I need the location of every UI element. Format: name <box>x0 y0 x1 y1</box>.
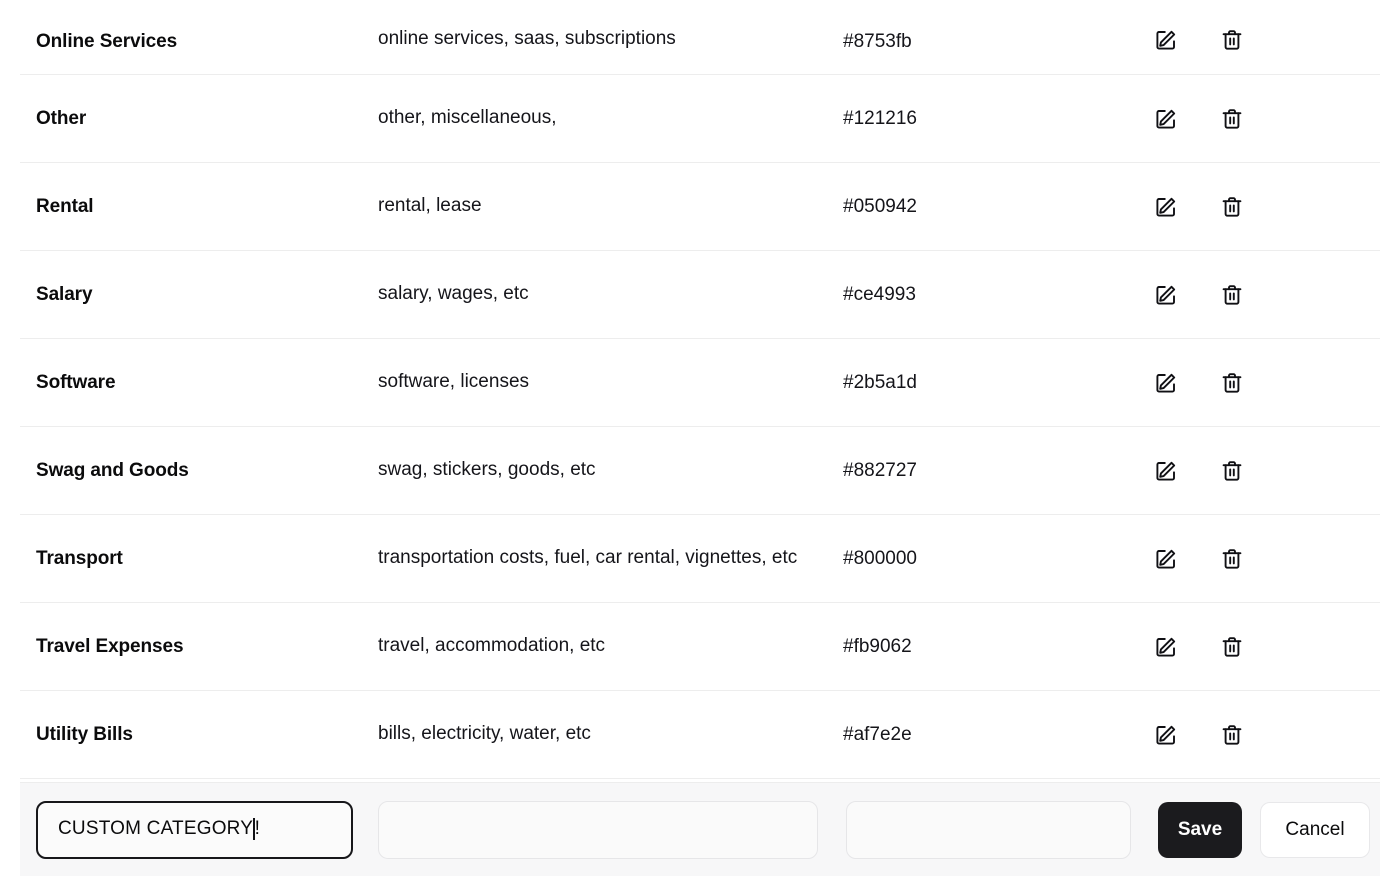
table-row: Travel Expenses travel, accommodation, et… <box>20 603 1380 691</box>
edit-icon[interactable] <box>1153 27 1179 53</box>
table-row: Transport transportation costs, fuel, car… <box>20 515 1380 603</box>
category-keywords-cell: online services, saas, subscriptions <box>378 28 676 50</box>
row-actions <box>1153 458 1380 484</box>
category-keywords-cell: transportation costs, fuel, car rental, … <box>378 547 798 569</box>
edit-icon[interactable] <box>1153 282 1179 308</box>
trash-icon[interactable] <box>1219 370 1245 396</box>
table-row: Other other, miscellaneous, #121216 <box>20 75 1380 163</box>
category-name-cell: Utility Bills <box>36 723 133 745</box>
trash-icon[interactable] <box>1219 106 1245 132</box>
trash-icon[interactable] <box>1219 282 1245 308</box>
table-row: Utility Bills bills, electricity, water, … <box>20 691 1380 779</box>
category-color-cell: #ce4993 <box>843 283 916 305</box>
table-row: Rental rental, lease #050942 <box>20 163 1380 251</box>
edit-icon[interactable] <box>1153 370 1179 396</box>
category-name-cell: Software <box>36 371 116 393</box>
category-keywords-cell: swag, stickers, goods, etc <box>378 459 596 481</box>
category-color-cell: #2b5a1d <box>843 371 917 393</box>
trash-icon[interactable] <box>1219 27 1245 53</box>
cancel-button[interactable]: Cancel <box>1260 801 1370 858</box>
edit-icon[interactable] <box>1153 722 1179 748</box>
add-category-form-bar: CUSTOM CATEGORY! Save Cancel <box>20 782 1380 876</box>
row-actions <box>1153 546 1380 572</box>
category-color-cell: #121216 <box>843 107 917 129</box>
category-keywords-cell: software, licenses <box>378 371 530 393</box>
category-color-input[interactable] <box>846 800 1131 859</box>
category-keywords-cell: travel, accommodation, etc <box>378 635 606 657</box>
category-keywords-cell: bills, electricity, water, etc <box>378 723 591 745</box>
trash-icon[interactable] <box>1219 634 1245 660</box>
category-name-cell: Transport <box>36 547 123 569</box>
categories-table: Online Services online services, saas, su… <box>20 0 1380 779</box>
row-actions <box>1153 27 1380 53</box>
edit-icon[interactable] <box>1153 194 1179 220</box>
category-name-cell: Online Services <box>36 31 178 52</box>
category-name-cell: Rental <box>36 195 94 217</box>
edit-icon[interactable] <box>1153 106 1179 132</box>
trash-icon[interactable] <box>1219 546 1245 572</box>
category-color-cell: #800000 <box>843 547 917 569</box>
text-cursor <box>253 818 255 841</box>
table-row: Online Services online services, saas, su… <box>20 0 1380 75</box>
category-color-cell: #882727 <box>843 459 917 481</box>
row-actions <box>1153 106 1380 132</box>
row-actions <box>1153 634 1380 660</box>
category-name-cell: Other <box>36 107 87 129</box>
trash-icon[interactable] <box>1219 194 1245 220</box>
category-color-cell: #050942 <box>843 195 917 217</box>
row-actions <box>1153 722 1380 748</box>
save-button[interactable]: Save <box>1158 801 1242 858</box>
trash-icon[interactable] <box>1219 458 1245 484</box>
table-row: Software software, licenses #2b5a1d <box>20 339 1380 427</box>
category-keywords-cell: salary, wages, etc <box>378 283 529 305</box>
category-name-cell: Salary <box>36 283 93 305</box>
edit-icon[interactable] <box>1153 634 1179 660</box>
category-keywords-cell: other, miscellaneous, <box>378 107 557 129</box>
row-actions <box>1153 370 1380 396</box>
trash-icon[interactable] <box>1219 722 1245 748</box>
category-name-cell: Travel Expenses <box>36 635 184 657</box>
category-keywords-input[interactable] <box>378 800 818 859</box>
category-color-cell: #af7e2e <box>843 723 912 745</box>
row-actions <box>1153 194 1380 220</box>
edit-icon[interactable] <box>1153 458 1179 484</box>
category-name-input-value: CUSTOM CATEGORY! <box>58 818 261 841</box>
category-color-cell: #fb9062 <box>843 635 912 657</box>
category-color-cell: #8753fb <box>843 31 912 52</box>
category-name-input[interactable]: CUSTOM CATEGORY! <box>36 800 353 859</box>
table-row: Swag and Goods swag, stickers, goods, etc… <box>20 427 1380 515</box>
category-keywords-cell: rental, lease <box>378 195 482 217</box>
edit-icon[interactable] <box>1153 546 1179 572</box>
category-name-cell: Swag and Goods <box>36 459 189 481</box>
row-actions <box>1153 282 1380 308</box>
table-row: Salary salary, wages, etc #ce4993 <box>20 251 1380 339</box>
